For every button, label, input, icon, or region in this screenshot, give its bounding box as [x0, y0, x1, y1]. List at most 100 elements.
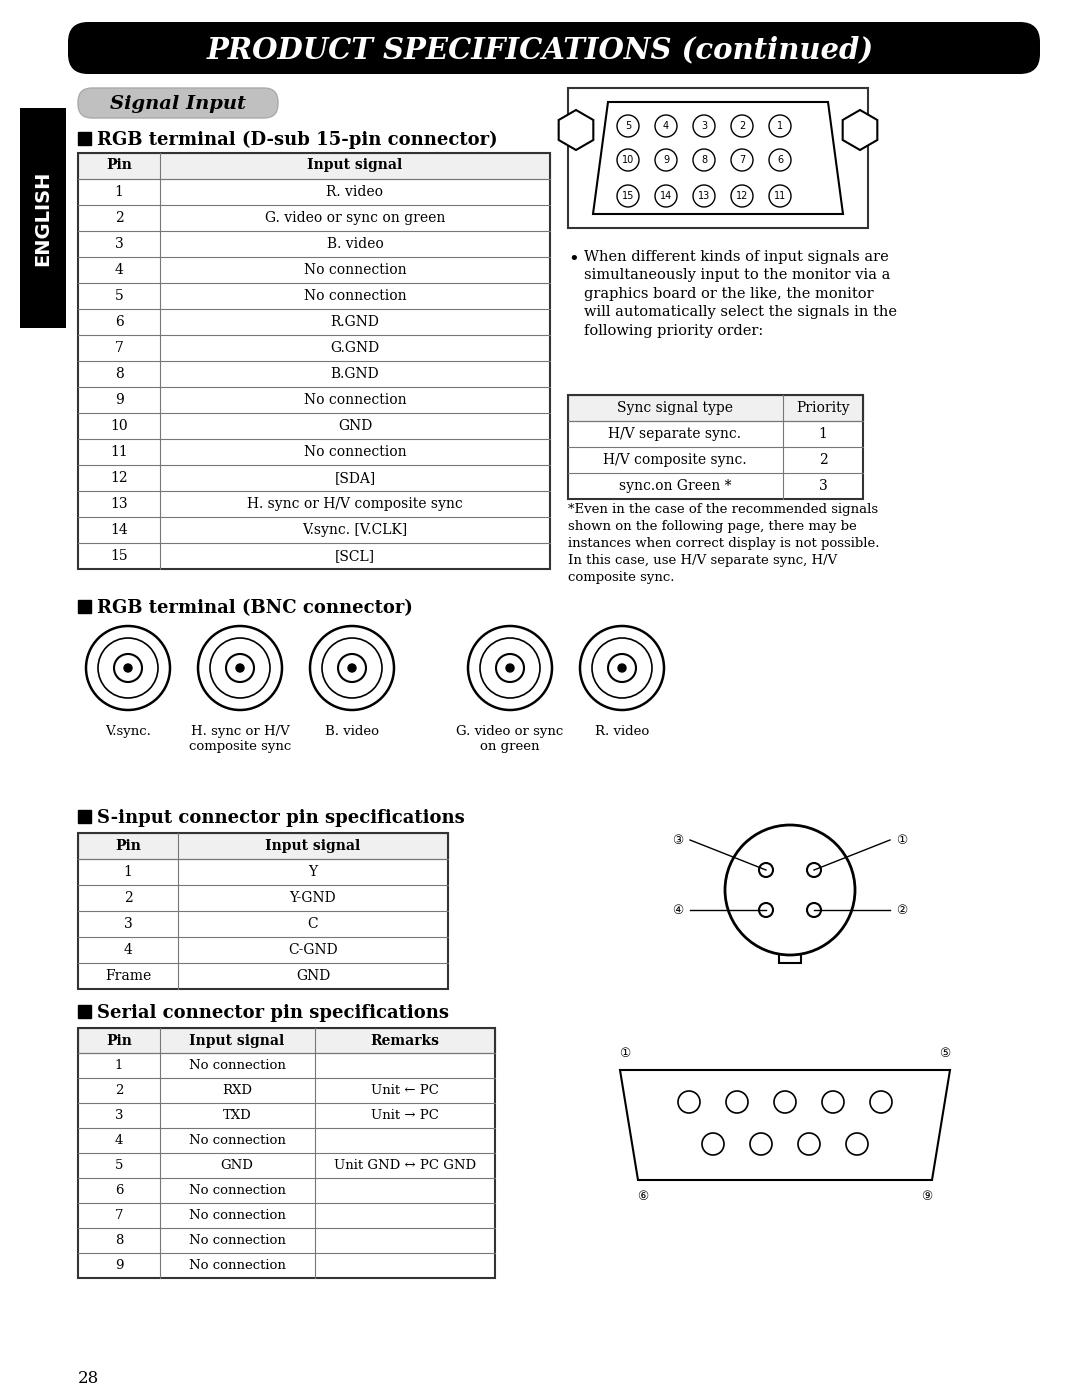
Text: 10: 10	[110, 419, 127, 433]
Text: No connection: No connection	[189, 1208, 285, 1222]
Text: 28: 28	[78, 1370, 99, 1387]
Text: GND: GND	[220, 1160, 254, 1172]
Text: PRODUCT SPECIFICATIONS (continued): PRODUCT SPECIFICATIONS (continued)	[206, 35, 874, 64]
Text: 3: 3	[819, 479, 827, 493]
Text: ⑨: ⑨	[921, 1190, 933, 1203]
Text: G. video or sync on green: G. video or sync on green	[265, 211, 445, 225]
Circle shape	[480, 638, 540, 698]
Circle shape	[693, 149, 715, 170]
Text: ①: ①	[896, 834, 907, 847]
Text: No connection: No connection	[303, 446, 406, 460]
FancyBboxPatch shape	[78, 88, 278, 117]
Text: 5: 5	[625, 122, 631, 131]
Bar	[78, 1028, 495, 1278]
Text: 12: 12	[110, 471, 127, 485]
Circle shape	[750, 1133, 772, 1155]
Circle shape	[846, 1133, 868, 1155]
Circle shape	[678, 1091, 700, 1113]
Bar	[78, 810, 91, 823]
Text: RXD: RXD	[222, 1084, 252, 1097]
Circle shape	[807, 902, 821, 916]
Text: Pin: Pin	[106, 1034, 132, 1048]
Text: 3: 3	[701, 122, 707, 131]
Text: Unit → PC: Unit → PC	[372, 1109, 438, 1122]
Text: 1: 1	[777, 122, 783, 131]
Circle shape	[769, 184, 791, 207]
Text: G. video or sync
on green: G. video or sync on green	[457, 725, 564, 753]
Text: 3: 3	[114, 1109, 123, 1122]
Text: 8: 8	[701, 155, 707, 165]
Text: When different kinds of input signals are
simultaneously input to the monitor vi: When different kinds of input signals ar…	[584, 250, 897, 338]
Text: 10: 10	[622, 155, 634, 165]
Bar	[78, 154, 550, 179]
Text: 8: 8	[114, 367, 123, 381]
Circle shape	[618, 664, 626, 672]
Text: 2: 2	[819, 453, 827, 467]
Text: •: •	[568, 250, 579, 268]
Circle shape	[237, 664, 244, 672]
Text: Y: Y	[309, 865, 318, 879]
Text: H/V separate sync.: H/V separate sync.	[608, 427, 742, 441]
Text: ⑤: ⑤	[940, 1046, 950, 1060]
Bar	[78, 833, 448, 859]
Text: 2: 2	[114, 211, 123, 225]
Text: G.GND: G.GND	[330, 341, 379, 355]
Text: 8: 8	[114, 1234, 123, 1248]
Text: B. video: B. video	[325, 725, 379, 738]
Text: 9: 9	[663, 155, 670, 165]
Text: 6: 6	[777, 155, 783, 165]
Text: No connection: No connection	[303, 393, 406, 407]
Text: 6: 6	[114, 314, 123, 330]
Text: Frame: Frame	[105, 970, 151, 983]
Text: 13: 13	[698, 191, 711, 201]
Text: 14: 14	[660, 191, 672, 201]
Bar	[78, 833, 448, 989]
Text: No connection: No connection	[189, 1234, 285, 1248]
Text: S-input connector pin specifications: S-input connector pin specifications	[97, 809, 464, 827]
Circle shape	[702, 1133, 724, 1155]
Text: No connection: No connection	[303, 263, 406, 277]
Text: 9: 9	[114, 393, 123, 407]
Text: C-GND: C-GND	[288, 943, 338, 957]
Circle shape	[124, 664, 132, 672]
Bar	[21, 108, 66, 328]
Circle shape	[592, 638, 652, 698]
Text: ⑥: ⑥	[637, 1190, 649, 1203]
Text: 4: 4	[114, 263, 123, 277]
Text: B. video: B. video	[326, 237, 383, 251]
Text: 2: 2	[123, 891, 133, 905]
Circle shape	[86, 626, 170, 710]
Text: 1: 1	[114, 1059, 123, 1071]
Text: 11: 11	[774, 191, 786, 201]
FancyBboxPatch shape	[68, 22, 1040, 74]
Text: R.GND: R.GND	[330, 314, 379, 330]
Text: 6: 6	[114, 1185, 123, 1197]
Polygon shape	[593, 102, 843, 214]
Text: Y-GND: Y-GND	[289, 891, 336, 905]
Text: Signal Input: Signal Input	[110, 95, 246, 113]
Text: Input signal: Input signal	[308, 158, 403, 172]
Circle shape	[769, 115, 791, 137]
Text: Serial connector pin specifications: Serial connector pin specifications	[97, 1004, 449, 1023]
Text: H. sync or H/V composite sync: H. sync or H/V composite sync	[247, 497, 463, 511]
Circle shape	[726, 1091, 748, 1113]
Text: Sync signal type: Sync signal type	[617, 401, 733, 415]
Circle shape	[507, 664, 514, 672]
Circle shape	[731, 184, 753, 207]
Circle shape	[822, 1091, 843, 1113]
Text: *Even in the case of the recommended signals
shown on the following page, there : *Even in the case of the recommended sig…	[568, 503, 879, 584]
Text: [SDA]: [SDA]	[335, 471, 376, 485]
Circle shape	[608, 654, 636, 682]
Circle shape	[617, 115, 639, 137]
Text: RGB terminal (D-sub 15-pin connector): RGB terminal (D-sub 15-pin connector)	[97, 131, 498, 149]
Circle shape	[617, 149, 639, 170]
Bar	[781, 833, 799, 845]
Text: R. video: R. video	[326, 184, 383, 198]
Text: 4: 4	[114, 1134, 123, 1147]
Circle shape	[338, 654, 366, 682]
Bar	[78, 1004, 91, 1018]
Text: Pin: Pin	[106, 158, 132, 172]
Circle shape	[693, 184, 715, 207]
Text: Unit GND ↔ PC GND: Unit GND ↔ PC GND	[334, 1160, 476, 1172]
Circle shape	[759, 902, 773, 916]
